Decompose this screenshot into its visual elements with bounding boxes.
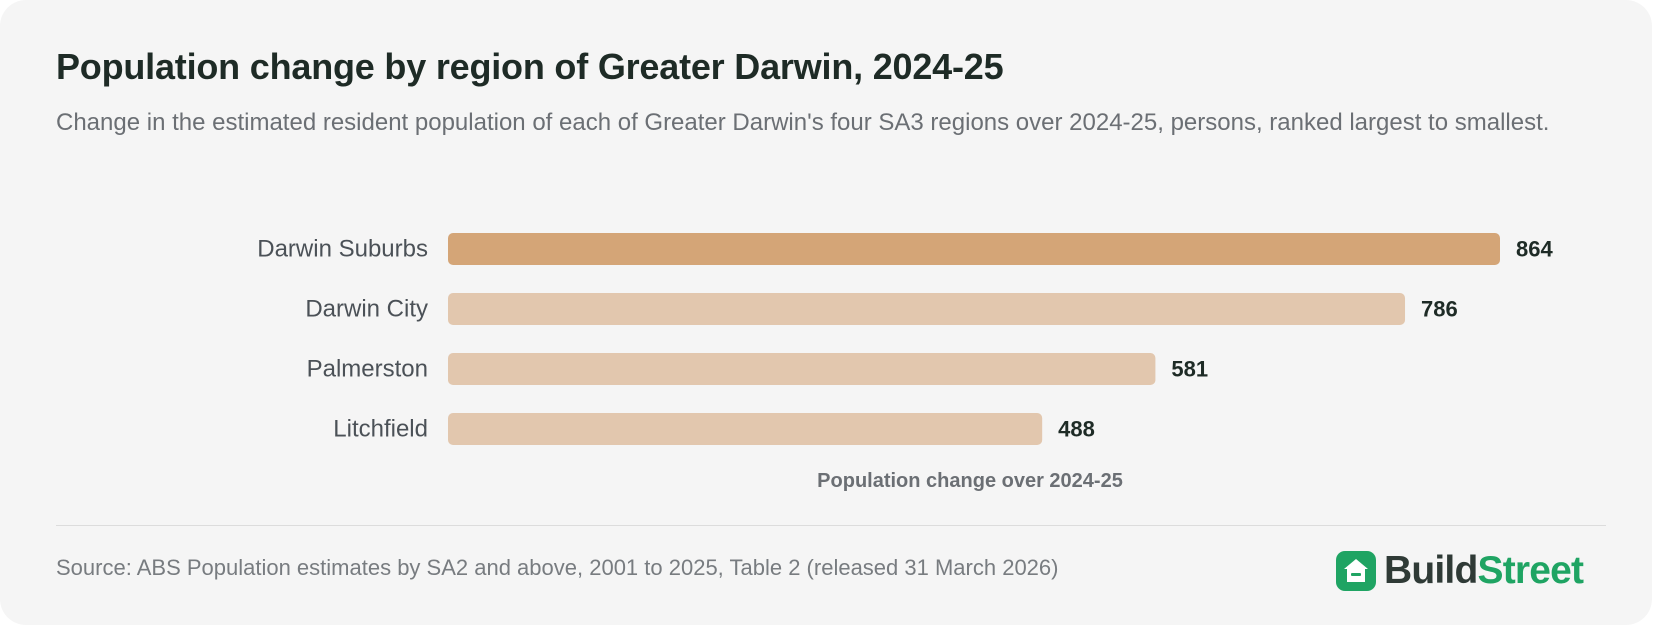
footer-divider [56,525,1606,526]
category-label: Darwin City [305,296,428,323]
chart-title: Population change by region of Greater D… [56,46,1004,87]
source-note: Source: ABS Population estimates by SA2 … [56,555,1059,580]
value-label: 581 [1171,357,1208,382]
value-label: 786 [1421,297,1458,322]
value-label: 488 [1058,417,1095,442]
bar [448,413,1043,445]
category-label: Litchfield [333,416,428,443]
category-label: Palmerston [307,356,428,383]
category-label: Darwin Suburbs [257,236,428,263]
brand-name-part1: Build [1384,549,1478,592]
brand-name-part2: Street [1477,549,1584,592]
value-label: 864 [1516,237,1553,262]
house-icon [1336,551,1376,591]
x-axis-label: Population change over 2024-25 [817,470,1123,492]
bar [448,353,1156,385]
brand-wordmark: BuildStreet [1384,548,1584,594]
bar-chart: Darwin Suburbs 864 Darwin City 786 Palmersto… [257,233,1553,492]
chart-subtitle: Change in the estimated resident populat… [56,109,1550,136]
bar [448,293,1406,325]
bar [448,233,1500,265]
buildstreet-logo: BuildStreet [1336,548,1584,594]
